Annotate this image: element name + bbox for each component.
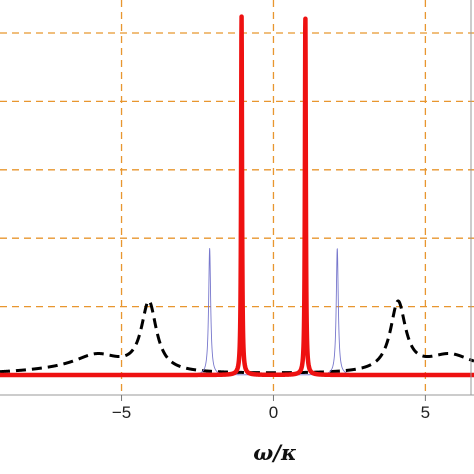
x-tick-label-2: 5 bbox=[421, 403, 430, 422]
x-ticks: −5 0 5 bbox=[112, 395, 430, 422]
series-group bbox=[0, 14, 474, 378]
axes bbox=[0, 0, 474, 396]
x-tick-label-0: −5 bbox=[112, 403, 131, 422]
x-tick-label-1: 0 bbox=[269, 403, 278, 422]
x-axis-label: ω/κ bbox=[253, 440, 297, 465]
grid bbox=[0, 0, 474, 395]
series-line-2 bbox=[0, 14, 474, 378]
